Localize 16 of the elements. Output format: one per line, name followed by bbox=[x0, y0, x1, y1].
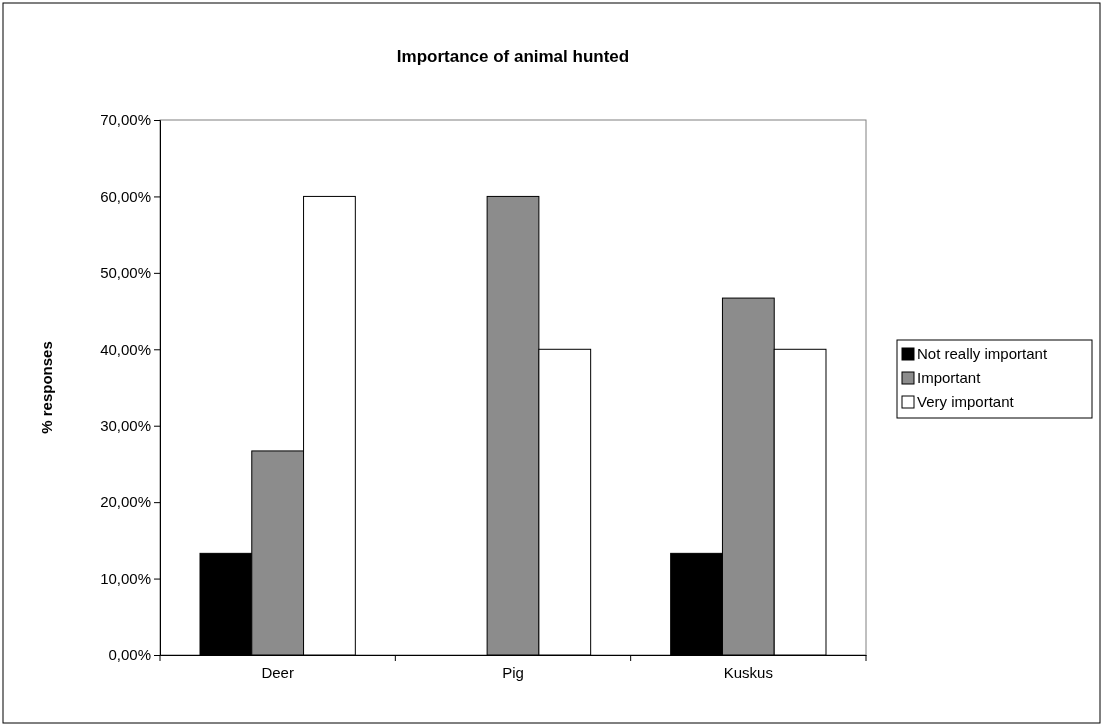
chart-title: Importance of animal hunted bbox=[396, 47, 630, 66]
y-tick-label: 30,00% bbox=[100, 417, 151, 435]
x-tick-label: Pig bbox=[502, 663, 524, 681]
y-axis-title: % responses bbox=[38, 341, 55, 434]
y-tick-label: 60,00% bbox=[100, 187, 151, 205]
y-tick-label: 40,00% bbox=[100, 340, 151, 358]
legend-label: Not really important bbox=[917, 345, 1048, 362]
x-tick-label: Kuskus bbox=[723, 663, 773, 681]
y-tick-label: 70,00% bbox=[100, 111, 151, 129]
y-tick-label: 50,00% bbox=[100, 264, 151, 282]
legend-label: Important bbox=[917, 369, 982, 386]
legend-label: Very important bbox=[917, 393, 1015, 410]
y-tick-label: 0,00% bbox=[108, 646, 151, 664]
x-tick-label: Deer bbox=[261, 663, 294, 681]
y-tick-label: 20,00% bbox=[100, 493, 151, 511]
y-tick-label: 10,00% bbox=[100, 569, 151, 587]
